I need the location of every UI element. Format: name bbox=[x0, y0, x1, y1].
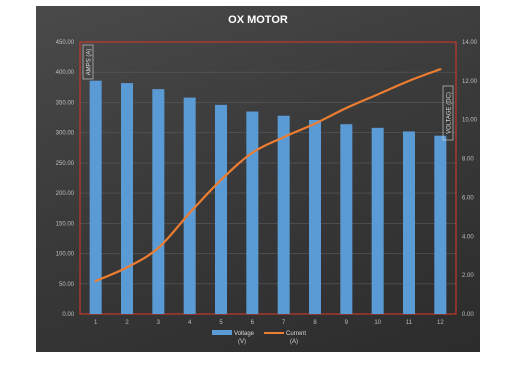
voltage-bar bbox=[277, 115, 290, 315]
right-axis-tick-label: 4.00 bbox=[462, 234, 474, 240]
legend-swatch-voltage bbox=[212, 330, 232, 335]
legend-label-current: Current bbox=[286, 331, 306, 337]
left-axis-title-box bbox=[82, 44, 94, 80]
right-axis-tick-label: 0.00 bbox=[462, 312, 474, 318]
x-axis-tick-label: 9 bbox=[345, 320, 349, 326]
left-axis-tick-label: 450.00 bbox=[56, 40, 75, 46]
x-axis-tick-label: 12 bbox=[437, 320, 444, 326]
voltage-bar bbox=[89, 80, 102, 314]
legend-unit-voltage: (V) bbox=[238, 339, 246, 345]
legend-item-current: Current (A) bbox=[264, 331, 306, 345]
left-axis-tick-label: 50.00 bbox=[59, 282, 75, 288]
chart-title: OX MOTOR bbox=[228, 14, 288, 26]
axes: 0.0050.00100.00150.00200.00250.00300.003… bbox=[56, 40, 478, 326]
line-series bbox=[94, 68, 442, 283]
right-axis-title-text: VOLTAGE (DC) bbox=[447, 92, 453, 134]
right-axis-tick-label: 6.00 bbox=[462, 195, 474, 201]
legend-item-voltage: Voltage (V) bbox=[212, 330, 255, 345]
voltage-bar bbox=[340, 124, 353, 315]
right-axis-tick-label: 2.00 bbox=[462, 273, 474, 279]
legend-label-voltage: Voltage bbox=[234, 331, 255, 337]
x-axis-tick-label: 7 bbox=[282, 320, 286, 326]
grid-layer bbox=[80, 41, 456, 315]
x-axis-tick-label: 10 bbox=[374, 320, 381, 326]
left-axis-tick-label: 300.00 bbox=[56, 131, 75, 137]
x-axis-tick-label: 4 bbox=[188, 320, 192, 326]
right-axis-tick-label: 12.00 bbox=[462, 79, 478, 85]
right-axis-tick-label: 14.00 bbox=[462, 40, 478, 46]
bar-series bbox=[89, 80, 447, 315]
right-axis-title: VOLTAGE (DC) bbox=[442, 85, 454, 141]
voltage-bar bbox=[215, 104, 227, 315]
left-axis-tick-label: 200.00 bbox=[56, 191, 75, 197]
left-axis-title-text: AMPS (A) bbox=[87, 49, 93, 76]
legend: Voltage (V) Current (A) bbox=[212, 330, 306, 345]
left-axis-tick-label: 150.00 bbox=[56, 221, 75, 227]
x-axis-tick-label: 3 bbox=[157, 320, 161, 326]
left-axis-tick-label: 400.00 bbox=[56, 70, 75, 76]
chart-frame: OX MOTOR 0.00 50.00 100.00 150.00 200.00 250.… bbox=[36, 6, 480, 352]
plot-area-border bbox=[79, 41, 457, 315]
voltage-bar bbox=[183, 97, 196, 314]
x-axis-tick-label: 5 bbox=[219, 320, 223, 326]
voltage-bar bbox=[121, 83, 133, 314]
voltage-bar bbox=[434, 135, 447, 314]
x-axis-tick-label: 11 bbox=[406, 320, 413, 326]
voltage-bar bbox=[152, 89, 165, 314]
voltage-bar bbox=[309, 119, 321, 315]
chart-canvas: OX MOTOR 0.0050.00100.00150.00200.00250.… bbox=[56, 14, 478, 345]
x-axis-tick-label: 1 bbox=[94, 320, 98, 326]
x-axis-tick-label: 6 bbox=[251, 320, 255, 326]
x-axis-tick-label: 8 bbox=[313, 320, 317, 326]
left-axis-tick-label: 250.00 bbox=[56, 161, 75, 167]
legend-unit-current: (A) bbox=[290, 339, 298, 345]
voltage-bar bbox=[246, 111, 259, 314]
left-axis-tick-label: 100.00 bbox=[56, 252, 75, 258]
right-axis-title-box bbox=[442, 85, 454, 141]
right-axis-tick-label: 8.00 bbox=[462, 157, 474, 163]
right-axis-tick-label: 10.00 bbox=[462, 118, 478, 124]
left-axis-title: AMPS (A) bbox=[82, 44, 94, 80]
left-axis-tick-label: 350.00 bbox=[56, 100, 75, 106]
left-axis-tick-label: 0.00 bbox=[62, 312, 74, 318]
current-line bbox=[94, 68, 442, 283]
voltage-bar bbox=[371, 127, 384, 314]
voltage-bar bbox=[403, 131, 415, 314]
x-axis-tick-label: 2 bbox=[125, 320, 129, 326]
